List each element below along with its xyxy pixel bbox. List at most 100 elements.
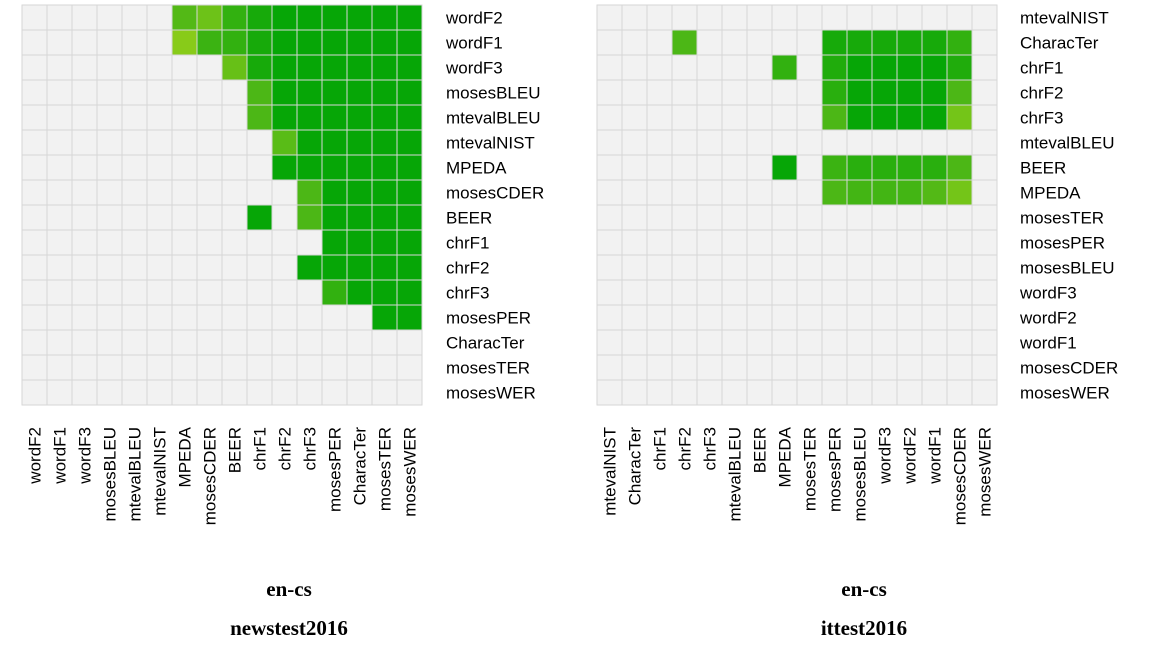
heatmap-cell bbox=[646, 229, 673, 256]
heatmap-cell bbox=[771, 379, 798, 406]
heatmap-cell bbox=[246, 154, 273, 181]
row-label: wordF1 bbox=[445, 34, 503, 53]
heatmap-cell bbox=[396, 329, 423, 356]
heatmap-cell bbox=[171, 104, 198, 131]
heatmap-cell bbox=[196, 254, 223, 281]
heatmap-cell bbox=[146, 354, 173, 381]
heatmap-cell bbox=[846, 154, 873, 181]
heatmap-cell bbox=[971, 229, 998, 256]
heatmap-cell bbox=[46, 154, 73, 181]
heatmap-cell bbox=[21, 4, 48, 31]
heatmap-cell bbox=[296, 354, 323, 381]
heatmap-cell bbox=[871, 379, 898, 406]
heatmap-cell bbox=[146, 79, 173, 106]
row-label: wordF1 bbox=[1019, 334, 1077, 353]
heatmap-cell bbox=[246, 79, 273, 106]
heatmap-cell bbox=[196, 4, 223, 31]
heatmap-cell bbox=[596, 29, 623, 56]
heatmap-cell bbox=[971, 379, 998, 406]
heatmap-cell bbox=[296, 54, 323, 81]
heatmap-cell bbox=[971, 329, 998, 356]
heatmap-cell bbox=[671, 229, 698, 256]
heatmap-cell bbox=[746, 304, 773, 331]
heatmap-cell bbox=[621, 329, 648, 356]
heatmap-cell bbox=[696, 179, 723, 206]
heatmap-cell bbox=[596, 379, 623, 406]
heatmap-cell bbox=[196, 179, 223, 206]
row-label: mosesTER bbox=[1020, 209, 1104, 228]
heatmap-cell bbox=[696, 354, 723, 381]
heatmap-cell bbox=[221, 54, 248, 81]
heatmap-cell bbox=[696, 204, 723, 231]
heatmap-cell bbox=[646, 4, 673, 31]
heatmap-cell bbox=[71, 329, 98, 356]
heatmap-cell bbox=[696, 129, 723, 156]
heatmap-cell bbox=[21, 29, 48, 56]
heatmap-cell bbox=[196, 204, 223, 231]
heatmap-cell bbox=[971, 279, 998, 306]
heatmap-cell bbox=[746, 154, 773, 181]
heatmap-cell bbox=[621, 79, 648, 106]
heatmap-cell bbox=[671, 54, 698, 81]
row-label: mosesBLEU bbox=[446, 84, 540, 103]
heatmap-cell bbox=[946, 104, 973, 131]
heatmap-cell bbox=[21, 179, 48, 206]
heatmap-cell bbox=[821, 129, 848, 156]
heatmap-cell bbox=[946, 179, 973, 206]
heatmap-cell bbox=[771, 329, 798, 356]
heatmap-cell bbox=[221, 204, 248, 231]
heatmap-cell bbox=[721, 79, 748, 106]
heatmap-cell bbox=[871, 279, 898, 306]
heatmap-cell bbox=[46, 354, 73, 381]
heatmap-cell bbox=[171, 379, 198, 406]
column-label: mtevalBLEU bbox=[126, 427, 145, 521]
heatmap-cell bbox=[271, 129, 298, 156]
heatmap-cell bbox=[296, 204, 323, 231]
heatmap-cell bbox=[821, 254, 848, 281]
heatmap-cell bbox=[71, 79, 98, 106]
heatmap-cell bbox=[796, 229, 823, 256]
heatmap-cell bbox=[371, 254, 398, 281]
heatmap-cell bbox=[746, 354, 773, 381]
heatmap-cell bbox=[796, 4, 823, 31]
heatmap-cell bbox=[846, 129, 873, 156]
heatmap-cell bbox=[121, 4, 148, 31]
heatmap-cell bbox=[46, 379, 73, 406]
heatmap-cell bbox=[696, 29, 723, 56]
heatmap-cell bbox=[196, 279, 223, 306]
heatmap-cell bbox=[621, 204, 648, 231]
heatmap-cell bbox=[821, 104, 848, 131]
heatmap-cell bbox=[21, 104, 48, 131]
row-label: mosesPER bbox=[446, 309, 531, 328]
heatmap-cell bbox=[46, 229, 73, 256]
heatmap-cell bbox=[821, 154, 848, 181]
heatmap-cell bbox=[796, 54, 823, 81]
heatmap-cell bbox=[946, 79, 973, 106]
heatmap-cell bbox=[271, 4, 298, 31]
heatmap-cell bbox=[196, 154, 223, 181]
heatmap-cell bbox=[246, 54, 273, 81]
heatmap-cell bbox=[121, 304, 148, 331]
heatmap-cell bbox=[846, 79, 873, 106]
heatmap-cell bbox=[221, 154, 248, 181]
heatmap-cell bbox=[171, 29, 198, 56]
heatmap-cell bbox=[746, 54, 773, 81]
heatmap-cell bbox=[671, 154, 698, 181]
heatmap-cell bbox=[346, 104, 373, 131]
heatmap-cell bbox=[96, 329, 123, 356]
heatmap-cell bbox=[871, 254, 898, 281]
heatmap-cell bbox=[296, 154, 323, 181]
heatmap-cell bbox=[646, 154, 673, 181]
heatmap-cell bbox=[396, 254, 423, 281]
heatmap-cell bbox=[21, 354, 48, 381]
heatmap-cell bbox=[246, 29, 273, 56]
heatmap-cell bbox=[246, 4, 273, 31]
heatmap-cell bbox=[371, 179, 398, 206]
heatmap-cell bbox=[871, 29, 898, 56]
heatmap-cell bbox=[871, 129, 898, 156]
heatmap-cell bbox=[171, 129, 198, 156]
heatmap-cell bbox=[146, 29, 173, 56]
heatmap-cell bbox=[846, 379, 873, 406]
heatmap-cell bbox=[896, 329, 923, 356]
heatmap-cell bbox=[746, 279, 773, 306]
